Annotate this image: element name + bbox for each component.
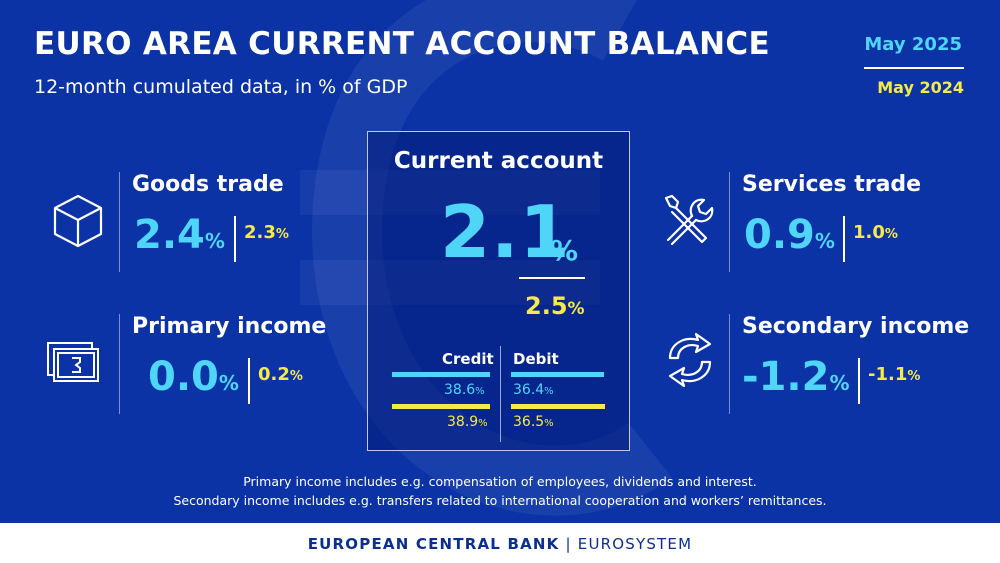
secondary-income-label: Secondary income — [742, 314, 970, 339]
credit-header: Credit — [442, 350, 494, 368]
block-divider — [729, 314, 730, 414]
block-divider — [729, 172, 730, 272]
current-account-previous: 2.5% — [525, 292, 585, 320]
footnotes: Primary income includes e.g. compensatio… — [0, 472, 1000, 510]
services-trade-current: 0.9% — [744, 212, 835, 258]
current-account-label: Current account — [393, 148, 604, 174]
credit-debit-divider — [500, 346, 501, 442]
page-title: EURO AREA CURRENT ACCOUNT BALANCE — [34, 26, 770, 62]
credit-previous-value: 38.9% — [447, 414, 488, 430]
current-account-percent-sign: % — [550, 234, 579, 267]
value-separator — [248, 358, 250, 404]
value-separator — [234, 216, 236, 262]
debit-current-value: 36.4% — [513, 382, 554, 398]
secondary-income-current: -1.2% — [742, 354, 850, 400]
transfer-arrows-icon — [668, 332, 712, 388]
infographic-panel: EURO AREA CURRENT ACCOUNT BALANCE 12-mon… — [0, 0, 1000, 523]
legend-previous-period: May 2024 — [877, 78, 964, 97]
credit-current-value: 38.6% — [444, 382, 485, 398]
primary-income-current: 0.0% — [148, 354, 239, 400]
credit-current-bar — [392, 372, 490, 377]
goods-trade-label: Goods trade — [132, 172, 284, 197]
block-divider — [119, 314, 120, 414]
footer-bar: EUROPEAN CENTRAL BANK | EUROSYSTEM — [0, 523, 1000, 563]
debit-previous-bar — [511, 404, 605, 409]
footnote-secondary-income: Secondary income includes e.g. transfers… — [173, 493, 827, 508]
tools-icon — [664, 194, 714, 246]
goods-trade-previous: 2.3% — [244, 222, 289, 243]
services-trade-label: Services trade — [742, 172, 922, 197]
legend-divider — [864, 67, 964, 69]
value-separator — [858, 358, 860, 404]
current-account-current: 2.1 — [440, 190, 571, 274]
primary-income-previous: 0.2% — [258, 364, 303, 385]
credit-previous-bar — [392, 404, 490, 409]
banknote-icon — [47, 342, 99, 382]
page-subtitle: 12-month cumulated data, in % of GDP — [34, 76, 408, 98]
secondary-income-previous: -1.1% — [868, 364, 921, 385]
eurosystem-name: EUROSYSTEM — [577, 535, 693, 553]
primary-income-label: Primary income — [132, 314, 327, 339]
current-account-panel: Current account 2.1 % 2.5% Credit Debit … — [367, 131, 630, 451]
value-separator — [843, 216, 845, 262]
legend-current-period: May 2025 — [864, 34, 962, 55]
bank-name: EUROPEAN CENTRAL BANK — [307, 535, 560, 553]
debit-current-bar — [511, 372, 604, 377]
services-trade-previous: 1.0% — [853, 222, 898, 243]
footer-branding: EUROPEAN CENTRAL BANK | EUROSYSTEM — [0, 535, 1000, 553]
debit-header: Debit — [513, 350, 559, 368]
current-account-divider — [519, 277, 585, 279]
box-icon — [53, 194, 103, 248]
block-divider — [119, 172, 120, 272]
goods-trade-current: 2.4% — [134, 212, 225, 258]
footer-separator: | — [565, 535, 572, 553]
debit-previous-value: 36.5% — [513, 414, 554, 430]
footnote-primary-income: Primary income includes e.g. compensatio… — [243, 474, 757, 489]
